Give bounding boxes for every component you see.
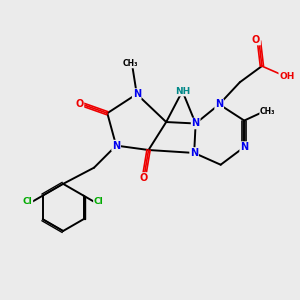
- Text: N: N: [192, 118, 200, 128]
- Text: N: N: [133, 89, 141, 99]
- Text: N: N: [112, 141, 120, 151]
- Text: N: N: [240, 142, 248, 152]
- Text: N: N: [190, 148, 198, 158]
- Text: CH₃: CH₃: [123, 58, 139, 68]
- Text: O: O: [140, 173, 148, 183]
- Text: OH: OH: [279, 72, 295, 81]
- Text: O: O: [75, 99, 83, 110]
- Text: N: N: [215, 99, 223, 110]
- Text: Cl: Cl: [23, 197, 32, 206]
- Text: O: O: [252, 34, 260, 45]
- Text: CH₃: CH₃: [260, 107, 275, 116]
- Text: NH: NH: [175, 87, 190, 96]
- Text: Cl: Cl: [94, 197, 104, 206]
